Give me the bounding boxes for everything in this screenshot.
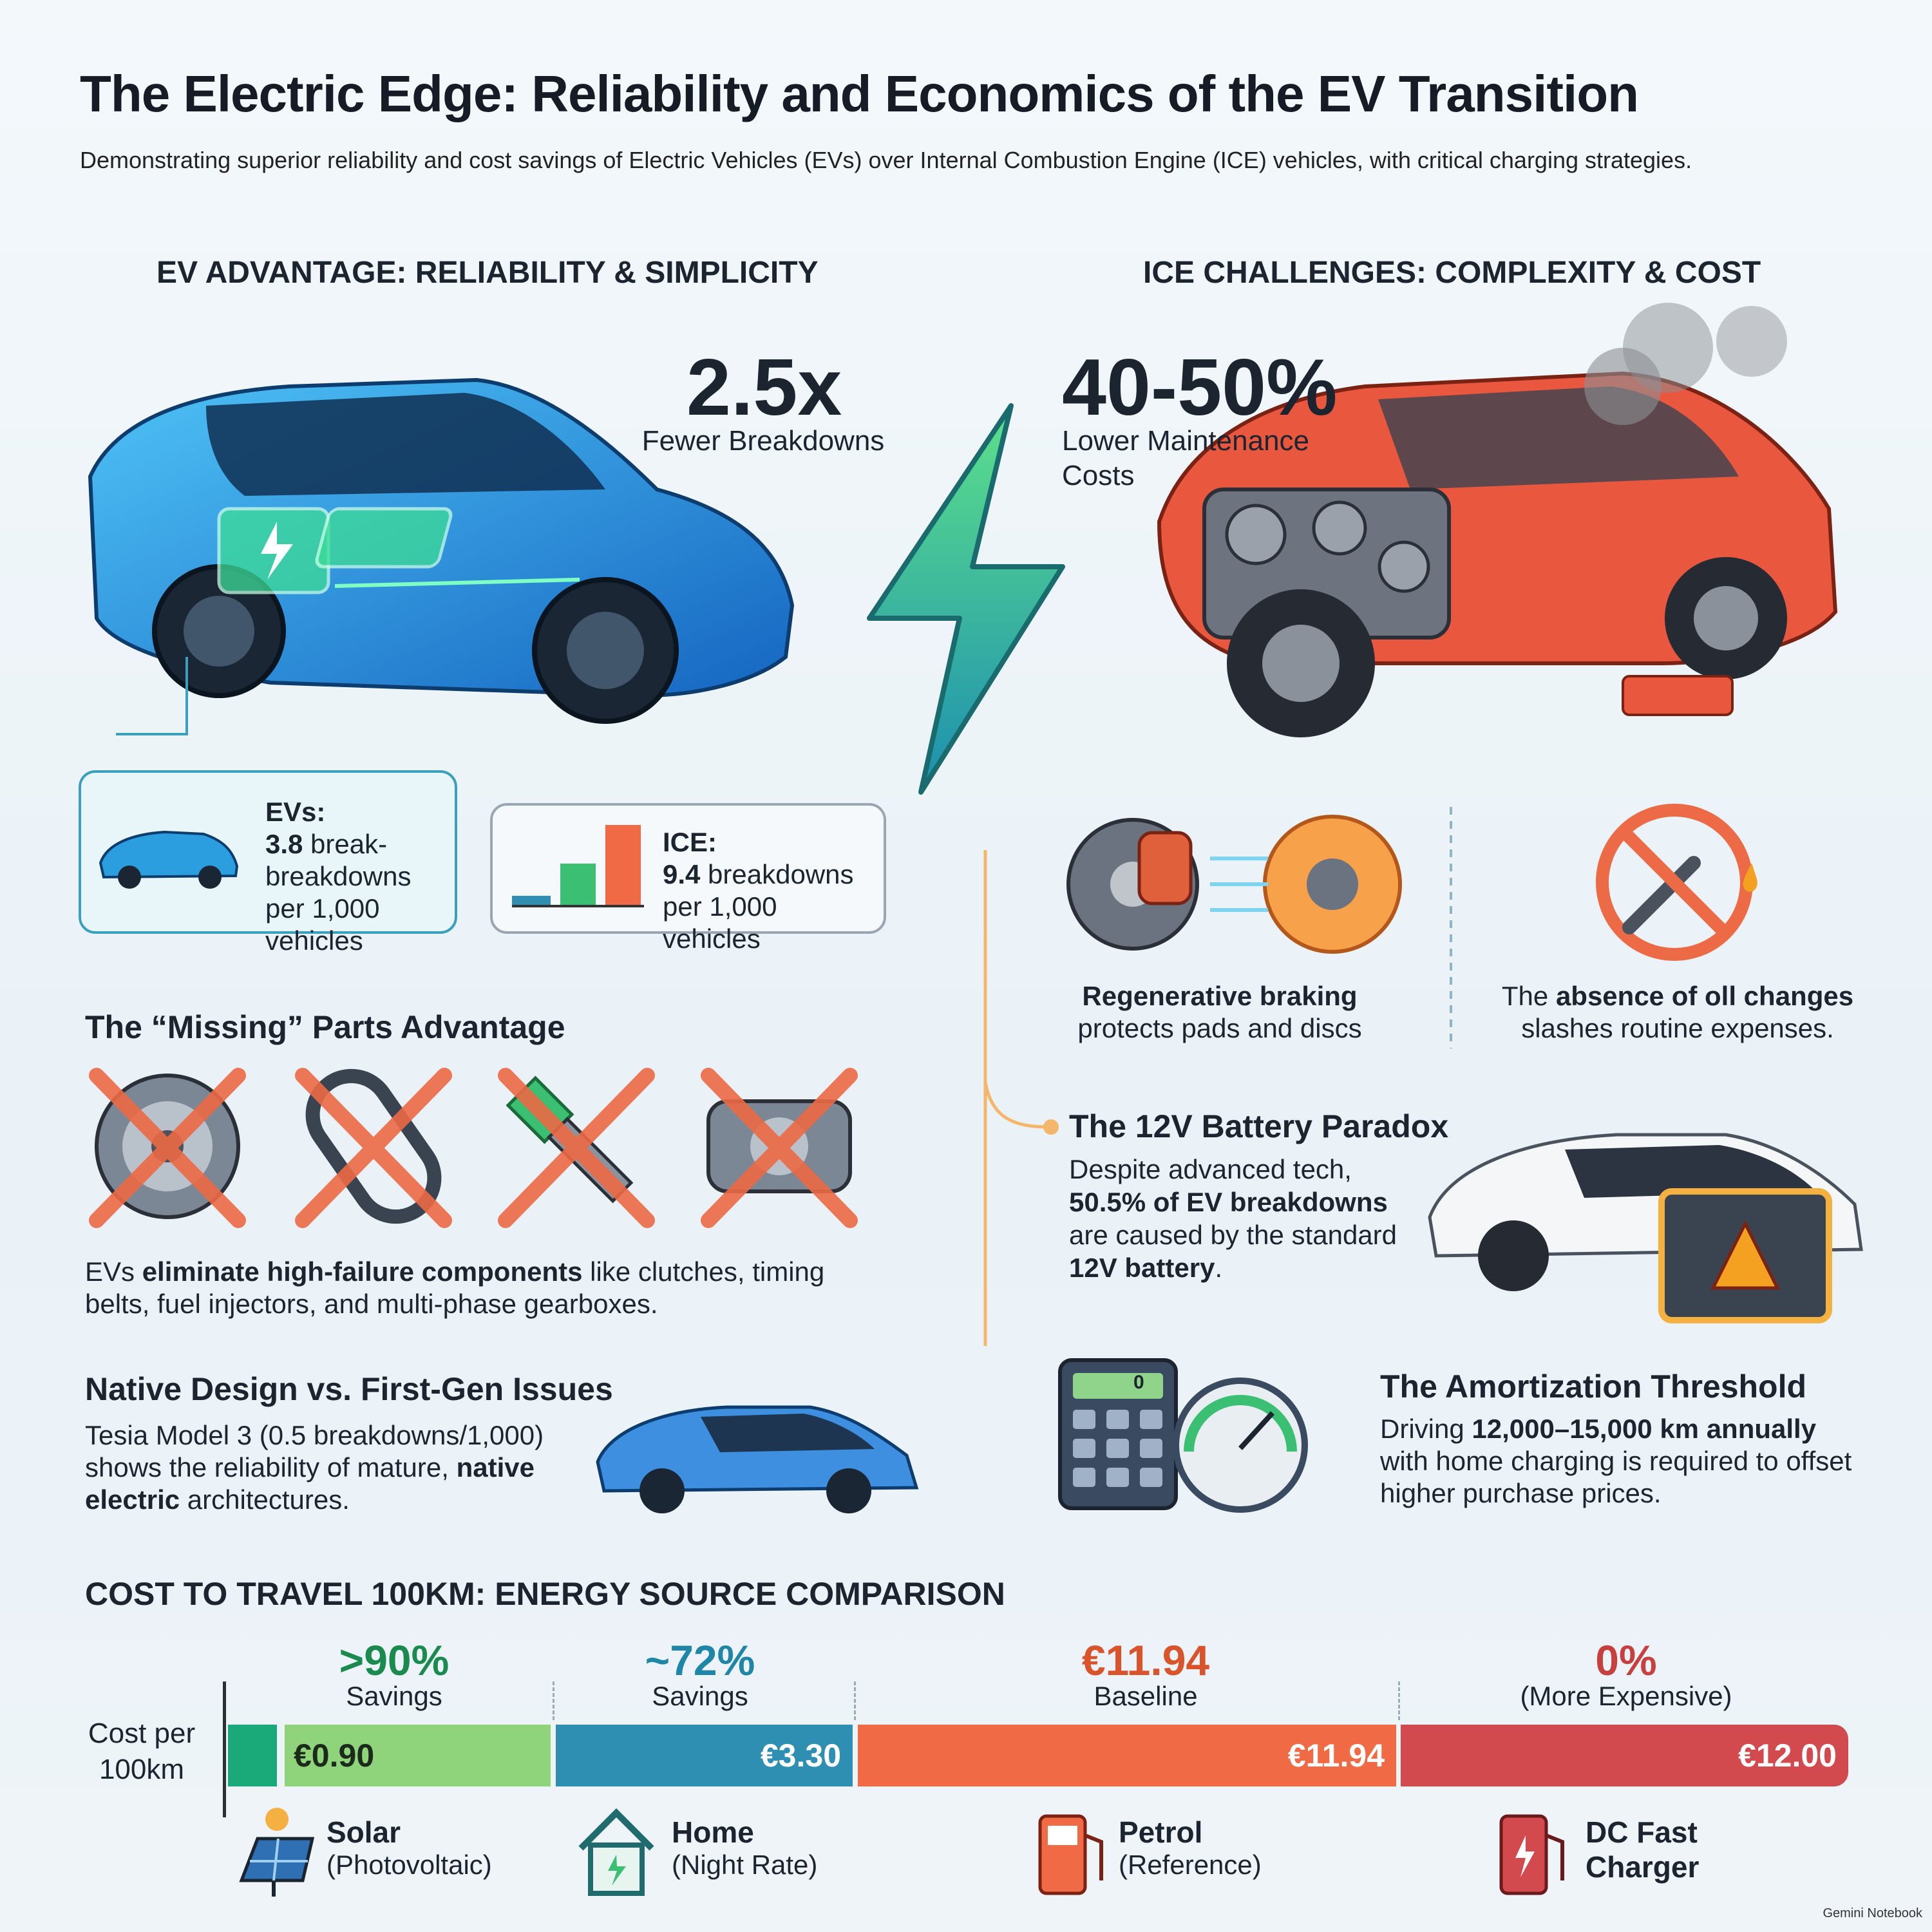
axis-label: Cost per 100km <box>88 1718 196 1785</box>
segment-price: €0.90 <box>294 1738 375 1774</box>
source-icon <box>1038 1814 1103 1895</box>
ev-car-illustration <box>88 377 795 735</box>
amortization-pre: Driving <box>1380 1414 1472 1444</box>
source-sub: (Reference) <box>1119 1850 1262 1880</box>
segment-note: Baseline <box>1094 1681 1198 1711</box>
braking-strong: Regenerative braking <box>1082 981 1358 1011</box>
callout-value: 3.8 <box>265 829 303 859</box>
source-icon <box>239 1808 315 1897</box>
cost-segment: €3.30 <box>556 1725 853 1786</box>
axis-line <box>223 1681 226 1817</box>
small-ev-icon <box>99 830 239 889</box>
battery-mid: are caused by the standard <box>1069 1220 1397 1250</box>
callout-value: 9.4 <box>663 859 701 889</box>
calculator-display: 0 <box>1133 1372 1144 1393</box>
divider <box>854 1681 856 1720</box>
oil-pre: The <box>1501 981 1556 1011</box>
ice-car-illustration <box>1157 303 1838 737</box>
battery-text: Despite advanced tech, 50.5% of EV break… <box>1069 1153 1430 1284</box>
source-icon <box>578 1808 654 1896</box>
oil-text: The absence of oll changes slashes routi… <box>1475 980 1880 1045</box>
brake-disc-icon <box>1066 815 1402 954</box>
divider <box>1450 807 1452 1048</box>
subtitle: Demonstrating superior reliability and c… <box>80 147 1692 173</box>
oil-strong: absence of oll changes <box>1555 981 1854 1011</box>
missing-pre: EVs <box>85 1256 142 1287</box>
amortization-strong: 12,000–15,000 km annually <box>1472 1414 1817 1444</box>
source-name: Solar <box>327 1815 401 1849</box>
source-icon <box>1499 1814 1564 1895</box>
segment-note: Savings <box>652 1681 748 1711</box>
battery-illustration <box>1428 1133 1863 1323</box>
callout-text: ICE: 9.4 breakdowns per 1,000 vehicles <box>663 826 875 955</box>
source-name: DC Fast Charger <box>1586 1815 1700 1884</box>
callout-text: EVs: 3.8 break- breakdowns per 1,000 veh… <box>265 796 452 957</box>
braking-rest: protects pads and discs <box>1077 1013 1362 1043</box>
source-sub: (Night Rate) <box>672 1850 818 1880</box>
battery-strong2: 12V battery <box>1069 1253 1215 1283</box>
section-heading: The “Missing” Parts Advantage <box>85 1009 565 1045</box>
section-heading: EV ADVANTAGE: RELIABILITY & SIMPLICITY <box>156 256 819 290</box>
missing-post: like clutches, timing belts, fuel inject… <box>85 1256 825 1319</box>
divider <box>1398 1681 1400 1720</box>
no-oil-icon <box>1596 804 1757 961</box>
native-pre: Tesia Model 3 (0.5 breakdowns/1,000) sho… <box>85 1420 544 1482</box>
amortization-text: Driving 12,000–15,000 km annually with h… <box>1380 1413 1870 1510</box>
callout-unit: breakdowns per 1,000 vehicles <box>663 859 854 954</box>
segment-headline: 0% <box>1595 1636 1657 1684</box>
native-strong: native electric <box>85 1452 535 1515</box>
callout-unit: break- breakdowns per 1,000 vehicles <box>265 829 412 956</box>
battery-post: . <box>1215 1253 1223 1283</box>
segment-headline: ~72% <box>645 1636 755 1684</box>
source-name: Petrol <box>1119 1815 1203 1849</box>
native-text: Tesia Model 3 (0.5 breakdowns/1,000) sho… <box>85 1419 587 1516</box>
missing-strong: eliminate high-failure components <box>142 1256 583 1287</box>
segment-price: €3.30 <box>760 1738 841 1774</box>
stat-label: Fewer Breakdowns <box>641 425 885 457</box>
section-heading: ICE CHALLENGES: COMPLEXITY & COST <box>1143 256 1761 290</box>
callout-label: ICE: <box>663 827 717 857</box>
segment-price: €12.00 <box>1738 1738 1837 1774</box>
section-heading: The Amortization Threshold <box>1380 1368 1807 1405</box>
model3-illustration <box>596 1405 919 1513</box>
title: The Electric Edge: Reliability and Econo… <box>80 65 1639 122</box>
segment-note: Savings <box>346 1681 442 1711</box>
stat-label: Lower Maintenance Costs <box>1062 425 1310 491</box>
native-post: architectures. <box>180 1484 350 1515</box>
source-sub: (Photovoltaic) <box>327 1850 492 1880</box>
section-heading: The 12V Battery Paradox <box>1069 1108 1449 1144</box>
battery-strong: 50.5% of EV breakdowns <box>1069 1187 1388 1217</box>
segment-headline: €11.94 <box>1081 1636 1210 1684</box>
calculator-illustration <box>1058 1358 1308 1513</box>
cost-segment: €0.90 <box>285 1725 551 1786</box>
stat-value: 2.5x <box>687 343 842 432</box>
section-heading: COST TO TRAVEL 100KM: ENERGY SOURCE COMP… <box>85 1576 1005 1612</box>
amortization-post: with home charging is required to offset… <box>1380 1446 1852 1508</box>
oil-post: slashes routine expenses. <box>1521 1013 1834 1043</box>
solar-lead-segment <box>228 1725 277 1786</box>
cost-segment: €11.94 <box>858 1725 1396 1786</box>
callout-label: EVs: <box>265 797 326 827</box>
ev-callout: EVs: 3.8 break- breakdowns per 1,000 veh… <box>79 770 457 956</box>
source-name: Home <box>672 1815 754 1849</box>
mini-bar-icon <box>512 825 644 907</box>
timeline-line <box>983 850 1059 1346</box>
missing-text: EVs eliminate high-failure components li… <box>85 1256 858 1320</box>
footer: Gemini Notebook <box>1823 1906 1922 1920</box>
segment-note: (More Expensive) <box>1520 1681 1732 1711</box>
ice-callout: ICE: 9.4 breakdowns per 1,000 vehicles <box>490 803 886 954</box>
battery-pre: Despite advanced tech, <box>1069 1154 1352 1184</box>
segment-headline: >90% <box>339 1636 450 1684</box>
stat-value: 40-50% <box>1062 343 1338 432</box>
divider <box>553 1681 554 1720</box>
section-heading: Native Design vs. First-Gen Issues <box>85 1371 613 1407</box>
lightning-bolt <box>867 403 1065 795</box>
missing-parts-icons <box>89 1068 858 1228</box>
braking-text: Regenerative braking protects pads and d… <box>1027 980 1413 1045</box>
cost-segment: €12.00 <box>1401 1725 1848 1786</box>
segment-price: €11.94 <box>1287 1738 1385 1774</box>
